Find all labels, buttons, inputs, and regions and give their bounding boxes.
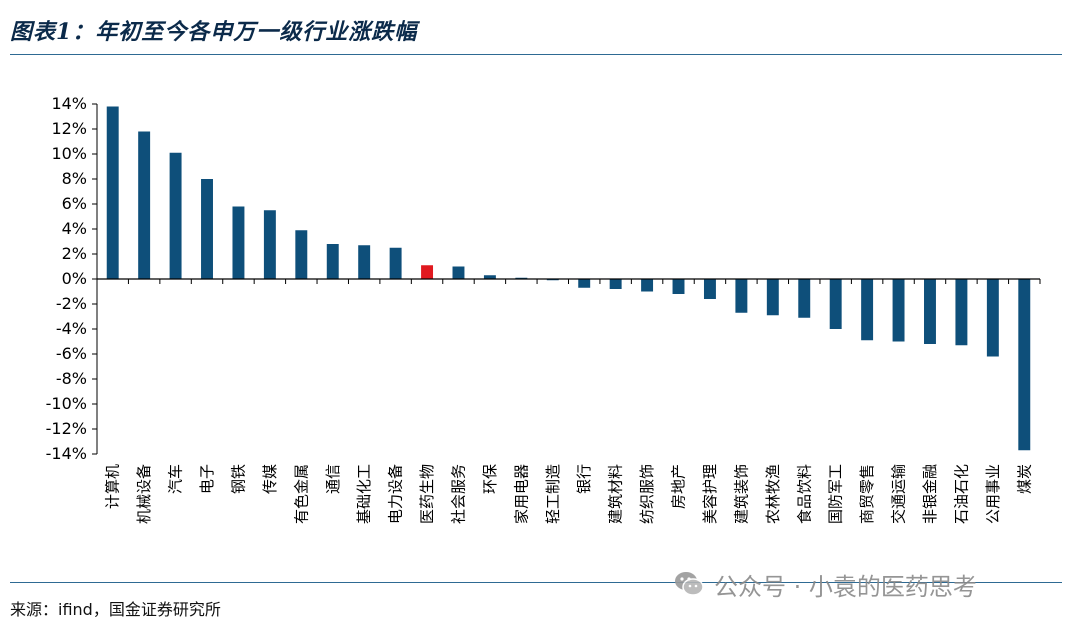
y-tick-label: 8% (62, 169, 87, 188)
x-tick-label: 公用事业 (984, 464, 1002, 524)
y-tick-label: 6% (62, 194, 87, 213)
x-tick-label: 建筑装饰 (732, 464, 750, 524)
bottom-rule (10, 582, 1062, 583)
y-tick-label: 14% (51, 94, 87, 113)
bar-29 (986, 279, 999, 357)
bar-15 (546, 279, 559, 281)
x-tick-label: 交通运输 (890, 464, 908, 524)
y-tick-label: -10% (46, 394, 87, 413)
bar-13 (483, 275, 496, 279)
bar-14 (515, 277, 528, 279)
x-tick-label: 商贸零售 (858, 464, 876, 524)
bar-19 (672, 279, 685, 294)
x-tick-label: 汽车 (167, 464, 185, 494)
x-tick-label: 计算机 (104, 464, 122, 509)
x-tick-label: 轻工制造 (544, 464, 562, 524)
top-rule (10, 54, 1062, 55)
watermark-text: 公众号 · 小袁的医药思考 (714, 572, 977, 601)
bar-21 (735, 279, 748, 313)
bar-26 (892, 279, 905, 342)
y-tick-label: -4% (56, 319, 87, 338)
bar-27 (924, 279, 936, 344)
x-tick-label: 石油石化 (952, 464, 970, 524)
y-tick-label: -8% (56, 369, 87, 388)
wechat-icon (675, 572, 704, 596)
bar-1 (106, 106, 119, 279)
bar-18 (641, 279, 654, 292)
bar-17 (609, 279, 622, 289)
x-tick-label: 电子 (198, 464, 216, 494)
y-tick-label: 4% (62, 219, 87, 238)
x-tick-label: 电力设备 (387, 464, 405, 524)
x-tick-label: 社会服务 (449, 464, 467, 524)
x-tick-label: 基础化工 (355, 464, 373, 524)
bar-7 (295, 230, 308, 279)
bar-22 (766, 279, 779, 316)
x-tick-label: 美容护理 (701, 464, 719, 524)
x-tick-label: 建筑材料 (607, 464, 625, 524)
x-tick-label: 通信 (324, 464, 342, 494)
bar-11 (421, 265, 434, 279)
y-tick-label: 10% (51, 144, 87, 163)
x-tick-label: 食品饮料 (795, 464, 813, 524)
y-tick-label: -14% (46, 444, 87, 463)
x-tick-label: 农林牧渔 (764, 464, 782, 524)
bar-2 (138, 131, 151, 279)
x-tick-label: 国防军工 (827, 464, 845, 524)
y-tick-label: -6% (56, 344, 87, 363)
bar-chart: 14% 12% 10% 8% 6% 4% 2% 0% -2% -4% -6% -8% -10% -12% -… (46, 94, 1041, 524)
bar-8 (326, 244, 339, 279)
x-tick-label: 钢铁 (229, 464, 247, 494)
bar-24 (829, 279, 842, 329)
x-tick-label: 煤炭 (1015, 464, 1033, 494)
bar-23 (798, 279, 811, 318)
bar-12 (452, 266, 465, 279)
x-tick-label: 纺织服饰 (638, 464, 656, 524)
bar-4 (201, 179, 213, 279)
y-tick-label: -2% (56, 294, 87, 313)
bar-28 (955, 279, 968, 346)
x-tick-label: 有色金属 (292, 464, 310, 524)
bar-25 (861, 279, 874, 341)
bar-16 (578, 279, 591, 288)
y-tick-label: 0% (62, 269, 87, 288)
x-tick-label: 家用电器 (512, 464, 530, 524)
x-tick-label: 房地产 (670, 464, 688, 509)
bar-5 (232, 206, 245, 279)
x-tick-label: 非银金融 (921, 464, 939, 524)
y-tick-label: 12% (51, 119, 87, 138)
bar-20 (703, 279, 716, 299)
bar-6 (263, 210, 276, 279)
watermark: 公众号 · 小袁的医药思考 (672, 564, 1072, 604)
x-tick-label: 传媒 (261, 464, 279, 494)
y-tick-label: -12% (46, 419, 87, 438)
chart-title: 图表1：年初至今各申万一级行业涨跌幅 (10, 19, 418, 45)
bar-30 (1018, 279, 1031, 451)
x-tick-label: 银行 (575, 464, 593, 494)
source-note: 来源：ifind，国金证券研究所 (10, 600, 221, 619)
bar-9 (358, 245, 371, 279)
y-tick-label: 2% (62, 244, 87, 263)
x-tick-label: 医药生物 (418, 464, 436, 524)
bar-10 (389, 247, 402, 279)
x-tick-label: 机械设备 (135, 464, 153, 524)
bar-3 (169, 152, 182, 279)
x-tick-label: 环保 (481, 464, 499, 494)
